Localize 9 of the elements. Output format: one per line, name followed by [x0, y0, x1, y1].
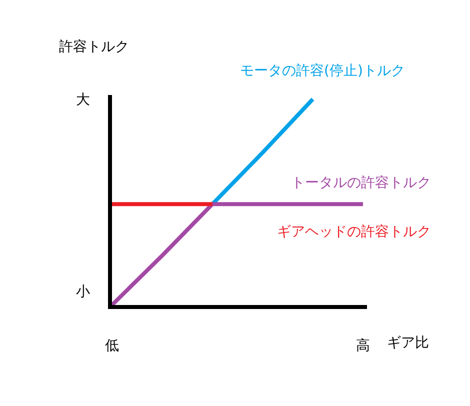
x-tick-label: 高 [356, 338, 370, 354]
text: 小 [76, 284, 90, 300]
x-tick-label: 低 [105, 338, 119, 354]
x-axis-title: ギア比 [387, 335, 429, 351]
text: ギアヘッドの許容トルク [277, 224, 431, 240]
series-label: トータルの許容トルク [291, 175, 431, 191]
y-axis-title: 許容トルク [59, 39, 129, 55]
text: 大 [76, 92, 90, 108]
text: モータの許容(停止)トルク [240, 63, 405, 79]
